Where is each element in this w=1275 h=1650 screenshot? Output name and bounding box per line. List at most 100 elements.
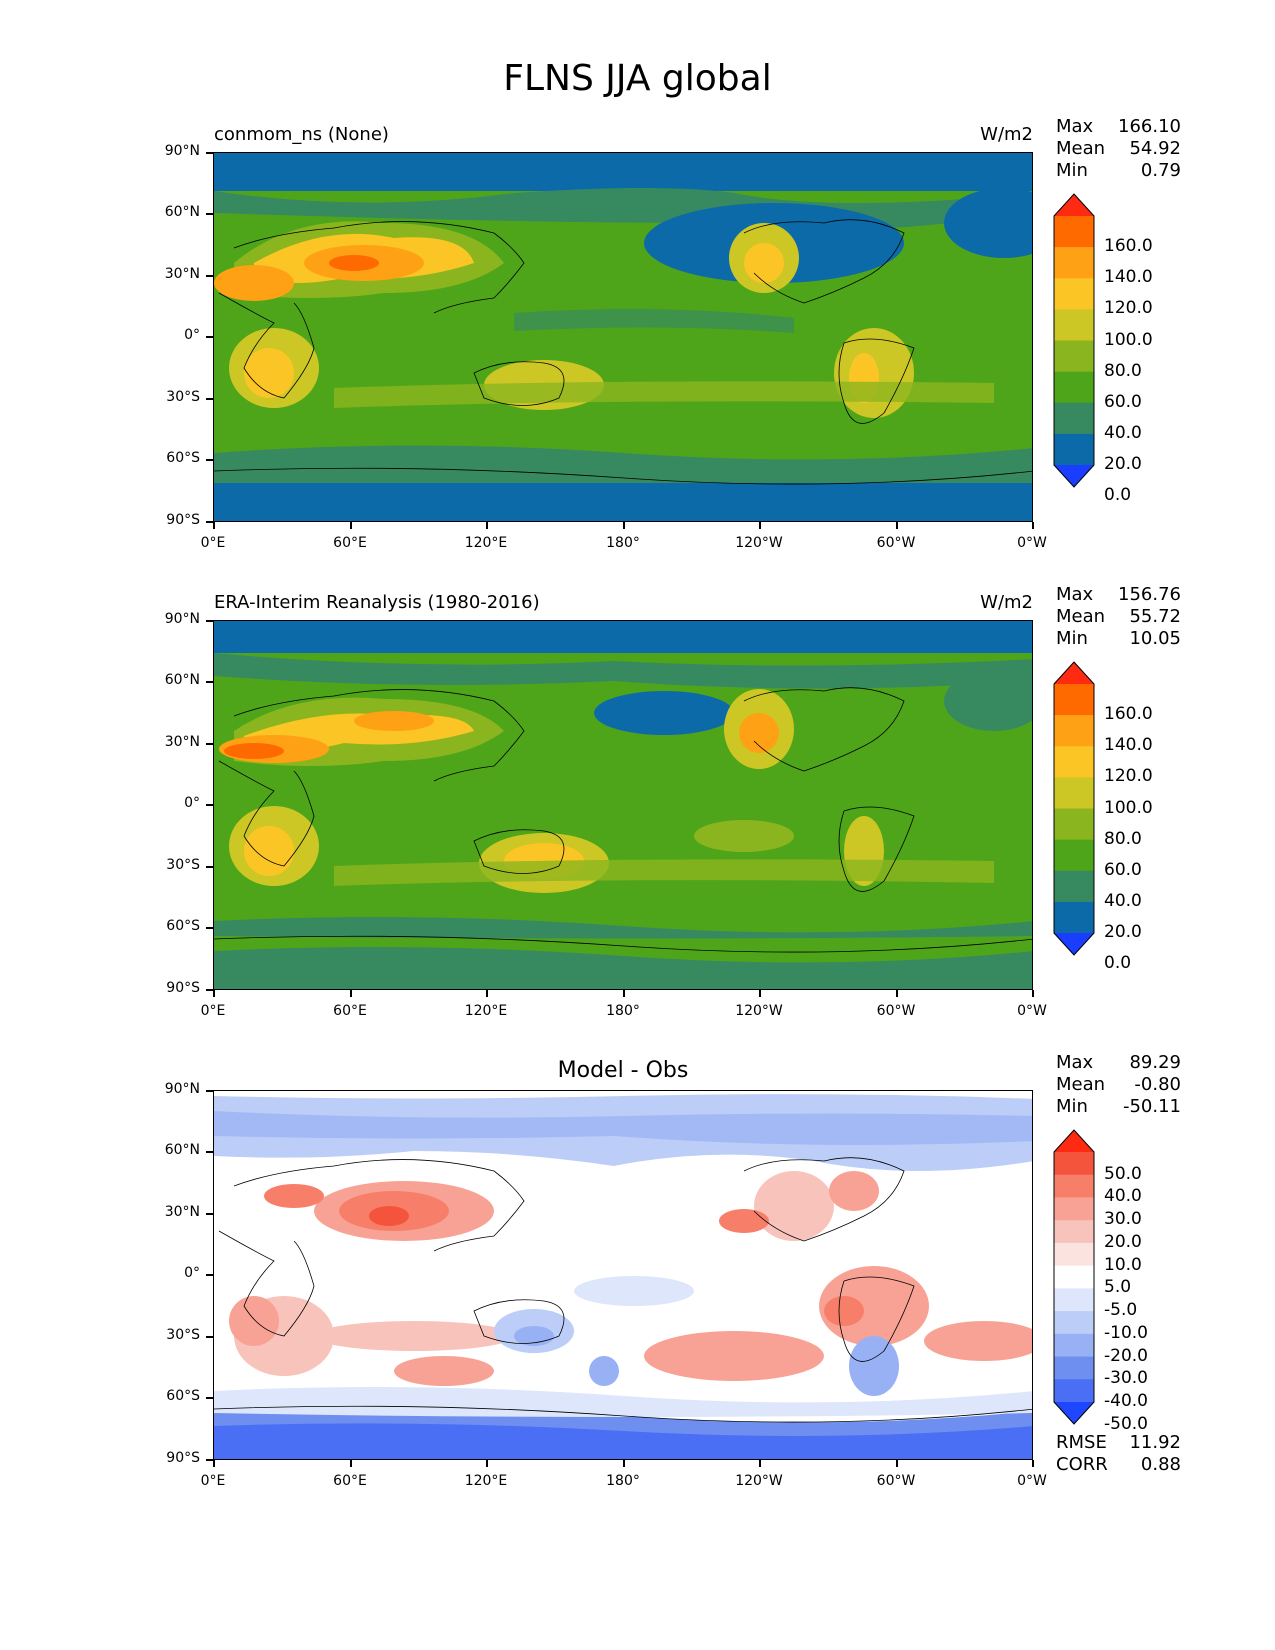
colorbar-segment xyxy=(1054,1197,1094,1221)
colorbar-tick-label: -5.0 xyxy=(1104,1300,1138,1321)
rmse-value: 11.92 xyxy=(1129,1432,1181,1453)
colorbar-tick-label: 160.0 xyxy=(1104,236,1153,257)
colorbar-segment xyxy=(1054,1265,1094,1289)
x-tick-label: 0°E xyxy=(200,1473,226,1489)
stat-value: 166.10 xyxy=(1118,116,1181,137)
x-tick-label: 120°W xyxy=(735,1003,783,1019)
stats-block: Max 89.29 Mean -0.80 Min -50.11 xyxy=(1056,1052,1181,1118)
stat-label: Mean xyxy=(1056,606,1106,627)
y-tick-label: 30°S xyxy=(166,389,200,405)
stat-label: Max xyxy=(1056,1052,1094,1073)
colorbar-tick-label: -40.0 xyxy=(1104,1391,1148,1411)
colorbar-tick-label: -10.0 xyxy=(1104,1322,1148,1343)
stat-value: 89.29 xyxy=(1129,1052,1181,1073)
stat-value: 55.72 xyxy=(1129,606,1181,627)
colorbar-segment xyxy=(1054,1220,1094,1244)
y-tick-label: 30°N xyxy=(164,734,200,750)
panel-title: conmom_ns (None) xyxy=(214,124,389,145)
x-tick-label: 120°E xyxy=(464,1473,508,1489)
y-tick-label: 0° xyxy=(184,795,200,811)
y-tick-label: 60°N xyxy=(164,1142,200,1158)
stat-label: Mean xyxy=(1056,1074,1106,1095)
y-tick-label: 0° xyxy=(184,1265,200,1281)
y-tick-label: 90°S xyxy=(166,1450,200,1466)
x-tick-label: 120°E xyxy=(464,1003,508,1019)
x-tick-label: 0°W xyxy=(1017,1473,1047,1489)
colorbar-segment xyxy=(1054,1152,1094,1176)
y-tick-label: 90°N xyxy=(164,611,200,627)
colorbar xyxy=(1053,661,1095,956)
x-tick-label: 180° xyxy=(606,1473,640,1489)
colorbar-tick-label: 40.0 xyxy=(1104,422,1142,443)
colorbar-tick-label: 100.0 xyxy=(1104,797,1153,818)
y-tick-label: 30°N xyxy=(164,266,200,282)
x-tick-label: 180° xyxy=(606,1003,640,1019)
colorbar-segment xyxy=(1054,433,1094,466)
colorbar-segment xyxy=(1054,808,1094,841)
colorbar-tick-label: 20.0 xyxy=(1104,1231,1142,1252)
colorbar-tick-label: 10.0 xyxy=(1104,1254,1142,1275)
colorbar-segment xyxy=(1054,1356,1094,1380)
x-tick-label: 60°E xyxy=(333,1473,367,1489)
colorbar-segment xyxy=(1054,1242,1094,1267)
units-label: W/m2 xyxy=(980,124,1033,145)
stat-label: Max xyxy=(1056,116,1094,137)
colorbar-tick-label: 20.0 xyxy=(1104,454,1142,474)
panel-model: conmom_ns (None) W/m2 xyxy=(0,0,1275,551)
stat-label: Min xyxy=(1056,1096,1088,1117)
colorbar-segment xyxy=(1054,278,1094,310)
colorbar-segment xyxy=(1054,402,1094,435)
y-tick-label: 60°N xyxy=(164,204,200,220)
rmse-label: RMSE xyxy=(1056,1432,1107,1453)
x-tick-label: 60°W xyxy=(876,535,916,551)
colorbar-tick-label: -30.0 xyxy=(1104,1368,1148,1389)
x-tick-label: 60°W xyxy=(876,1003,916,1019)
x-tick-label: 120°W xyxy=(735,1473,783,1489)
map-plot xyxy=(213,152,1033,522)
colorbar xyxy=(1053,1129,1095,1425)
x-tick-label: 60°E xyxy=(333,535,367,551)
colorbar-segment xyxy=(1054,870,1094,903)
panel-title: ERA-Interim Reanalysis (1980-2016) xyxy=(214,592,540,613)
y-tick-label: 30°S xyxy=(166,1327,200,1343)
colorbar-tick-label: 40.0 xyxy=(1104,890,1142,911)
stat-value: 54.92 xyxy=(1129,138,1181,159)
colorbar-segment xyxy=(1054,371,1094,404)
colorbar-extend-bottom xyxy=(1054,465,1094,487)
colorbar-tick-label: 60.0 xyxy=(1104,859,1142,880)
y-tick-label: 60°S xyxy=(166,450,200,466)
y-tick-label: 90°N xyxy=(164,143,200,159)
figure-title: FLNS JJA global xyxy=(503,58,772,99)
colorbar-tick-label: -50.0 xyxy=(1104,1413,1148,1434)
corr-value: 0.88 xyxy=(1140,1454,1181,1475)
colorbar xyxy=(1053,193,1095,488)
x-tick-label: 60°E xyxy=(333,1003,367,1019)
colorbar-segment xyxy=(1054,715,1094,747)
colorbar-segment xyxy=(1054,746,1094,778)
colorbar-tick-label: 120.0 xyxy=(1104,298,1153,319)
colorbar-segment xyxy=(1054,1333,1094,1358)
stat-label: Max xyxy=(1056,584,1094,605)
x-tick-label: 120°E xyxy=(464,535,508,551)
colorbar-extend-top xyxy=(1054,1130,1094,1152)
panel-obs: ERA-Interim Reanalysis (1980-2016) W/m2 xyxy=(0,0,1275,1019)
colorbar-outline xyxy=(1053,1129,1095,1425)
x-tick-label: 0°E xyxy=(200,1003,226,1019)
stats-block: Max 156.76 Mean 55.72 Min 10.05 xyxy=(1056,584,1181,650)
map-plot xyxy=(213,1090,1033,1460)
colorbar-outline xyxy=(1053,661,1095,956)
colorbar-tick-label: 120.0 xyxy=(1104,766,1153,787)
map-plot xyxy=(213,620,1033,990)
colorbar-tick-label: 50.0 xyxy=(1104,1163,1142,1184)
stat-label: Mean xyxy=(1056,138,1106,159)
colorbar-outline xyxy=(1053,193,1095,488)
colorbar-tick-label: 40.0 xyxy=(1104,1186,1142,1207)
corr-label: CORR xyxy=(1056,1454,1108,1475)
stat-value: -0.80 xyxy=(1134,1074,1181,1095)
colorbar-segment xyxy=(1054,901,1094,934)
y-tick-label: 30°N xyxy=(164,1204,200,1220)
colorbar-tick-label: 60.0 xyxy=(1104,391,1142,412)
colorbar-extend-bottom xyxy=(1054,1402,1094,1424)
y-tick-label: 0° xyxy=(184,327,200,343)
x-tick-label: 60°W xyxy=(876,1473,916,1489)
